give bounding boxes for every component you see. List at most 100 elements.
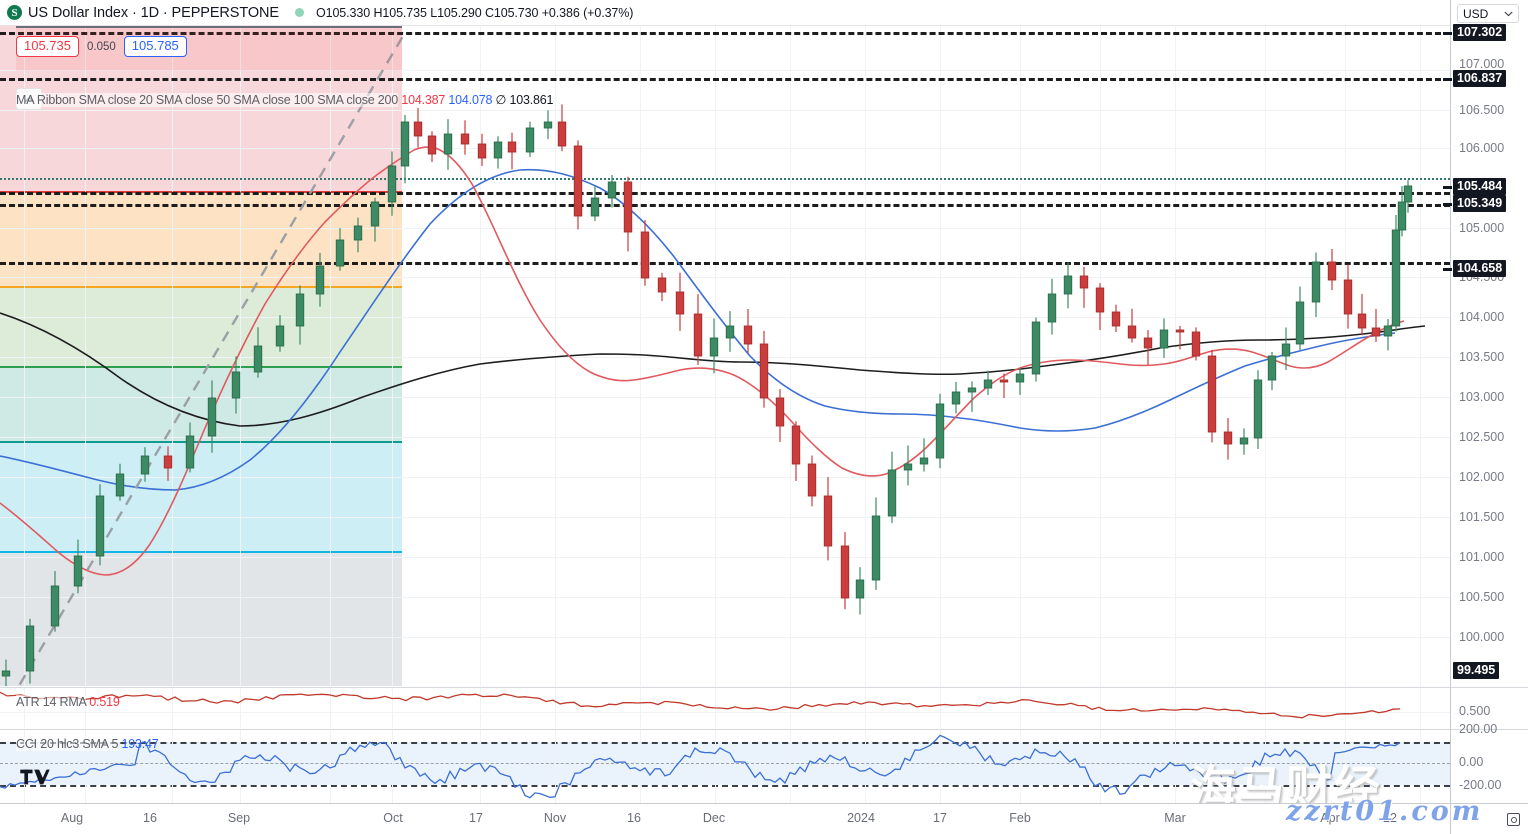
- candle-body[interactable]: [807, 463, 817, 497]
- candle-body[interactable]: [1267, 355, 1277, 381]
- candle-body[interactable]: [887, 469, 897, 517]
- candle-body[interactable]: [759, 343, 769, 399]
- price-range-labels[interactable]: 105.735 0.050 105.785: [16, 36, 187, 57]
- candle-body[interactable]: [1281, 343, 1291, 357]
- candle-body[interactable]: [1391, 229, 1401, 327]
- range-high-price[interactable]: 105.785: [123, 36, 187, 57]
- trendline-dashed[interactable]: [10, 30, 408, 686]
- price-range-tool[interactable]: [16, 26, 402, 71]
- cci-legend[interactable]: CCI 20 hlc3 SMA 5 193.47: [16, 737, 159, 751]
- candle-body[interactable]: [1031, 321, 1041, 375]
- candle-body[interactable]: [590, 197, 600, 217]
- candle-body[interactable]: [725, 325, 735, 339]
- candle-body[interactable]: [903, 463, 913, 471]
- candle-body[interactable]: [253, 345, 263, 373]
- main-price-pane[interactable]: MA Ribbon SMA close 20 SMA close 50 SMA …: [0, 26, 1450, 686]
- candle-body[interactable]: [275, 325, 285, 347]
- candle-body[interactable]: [1357, 313, 1367, 329]
- candle-body[interactable]: [1327, 261, 1337, 281]
- price-scale[interactable]: USD 107.000 106.500 106.000 105.000 104.500 1…: [1443, 0, 1528, 834]
- candle-body[interactable]: [387, 165, 397, 203]
- candle-body[interactable]: [573, 145, 583, 217]
- candle-body[interactable]: [709, 337, 719, 357]
- candle-body[interactable]: [1175, 329, 1185, 333]
- candlestick-series[interactable]: [0, 26, 1450, 686]
- candle-body[interactable]: [999, 379, 1009, 383]
- candle-body[interactable]: [1127, 325, 1137, 339]
- candle-body[interactable]: [207, 397, 217, 437]
- candle-body[interactable]: [400, 121, 410, 167]
- candle-body[interactable]: [1063, 275, 1073, 295]
- candle-body[interactable]: [50, 585, 60, 627]
- candle-body[interactable]: [427, 135, 437, 155]
- cci-indicator-pane[interactable]: CCI 20 hlc3 SMA 5 193.47: [0, 729, 1450, 803]
- candle-body[interactable]: [335, 239, 345, 267]
- candle-body[interactable]: [983, 379, 993, 389]
- candle-body[interactable]: [525, 127, 535, 153]
- candle-body[interactable]: [1079, 275, 1089, 289]
- candle-body[interactable]: [163, 455, 173, 469]
- candle-body[interactable]: [315, 265, 325, 295]
- candle-body[interactable]: [1159, 329, 1169, 349]
- candle-body[interactable]: [1383, 325, 1393, 337]
- candle-body[interactable]: [840, 545, 850, 599]
- candle-body[interactable]: [370, 201, 380, 227]
- atr-indicator-pane[interactable]: ATR 14 RMA 0.519: [0, 687, 1450, 728]
- candle-body[interactable]: [477, 143, 487, 159]
- candle-body[interactable]: [775, 397, 785, 427]
- candle-body[interactable]: [25, 625, 35, 672]
- candle-body[interactable]: [1223, 431, 1233, 445]
- candle-body[interactable]: [95, 495, 105, 557]
- candle-body[interactable]: [115, 473, 125, 497]
- candle-body[interactable]: [1, 670, 11, 677]
- candle-body[interactable]: [1207, 355, 1217, 433]
- candle-body[interactable]: [657, 277, 667, 293]
- candle-body[interactable]: [73, 555, 83, 587]
- candle-body[interactable]: [623, 181, 633, 233]
- candle-body[interactable]: [1343, 279, 1353, 315]
- candle-body[interactable]: [640, 231, 650, 279]
- candle-body[interactable]: [607, 181, 617, 199]
- candle-body[interactable]: [231, 371, 241, 399]
- candle-body[interactable]: [871, 515, 881, 581]
- candle-body[interactable]: [413, 121, 423, 137]
- candle-body[interactable]: [1253, 379, 1263, 439]
- candle-body[interactable]: [543, 121, 553, 129]
- candle-body[interactable]: [1191, 331, 1201, 357]
- tradingview-logo-icon[interactable]: [20, 768, 50, 791]
- candle-body[interactable]: [353, 225, 363, 241]
- candle-body[interactable]: [295, 293, 305, 327]
- candle-body[interactable]: [185, 435, 195, 469]
- candle-body[interactable]: [1143, 337, 1153, 349]
- candle-body[interactable]: [1403, 185, 1413, 203]
- candle-body[interactable]: [823, 495, 833, 547]
- candle-body[interactable]: [919, 457, 929, 465]
- atr-legend[interactable]: ATR 14 RMA 0.519: [16, 695, 120, 709]
- candle-body[interactable]: [693, 313, 703, 357]
- candle-body[interactable]: [675, 291, 685, 315]
- candle-body[interactable]: [140, 455, 150, 475]
- candle-body[interactable]: [855, 579, 865, 599]
- candle-body[interactable]: [507, 141, 517, 153]
- time-scale[interactable]: Aug 16 Sep Oct 17 Nov 16 Dec 2024 17 Feb Mar Apr 22: [0, 803, 1450, 834]
- candle-body[interactable]: [1047, 293, 1057, 323]
- candle-body[interactable]: [1015, 373, 1025, 383]
- range-low-price[interactable]: 105.735: [16, 36, 79, 57]
- candle-body[interactable]: [443, 133, 453, 155]
- candle-body[interactable]: [1311, 261, 1321, 303]
- candle-body[interactable]: [1397, 201, 1407, 231]
- candle-body[interactable]: [460, 133, 470, 145]
- candle-body[interactable]: [1371, 327, 1381, 337]
- candle-body[interactable]: [935, 403, 945, 459]
- candle-body[interactable]: [1239, 437, 1249, 445]
- candle-body[interactable]: [557, 121, 567, 147]
- candle-body[interactable]: [1095, 287, 1105, 313]
- candle-body[interactable]: [967, 387, 977, 393]
- ma-ribbon-legend[interactable]: MA Ribbon SMA close 20 SMA close 50 SMA …: [16, 92, 553, 107]
- candle-body[interactable]: [743, 325, 753, 345]
- candle-body[interactable]: [951, 391, 961, 405]
- candle-body[interactable]: [1295, 301, 1305, 345]
- crosshair-settings-icon[interactable]: [1507, 813, 1520, 826]
- candle-body[interactable]: [1111, 311, 1121, 327]
- symbol-title[interactable]: US Dollar Index · 1D · PEPPERSTONE: [28, 4, 279, 21]
